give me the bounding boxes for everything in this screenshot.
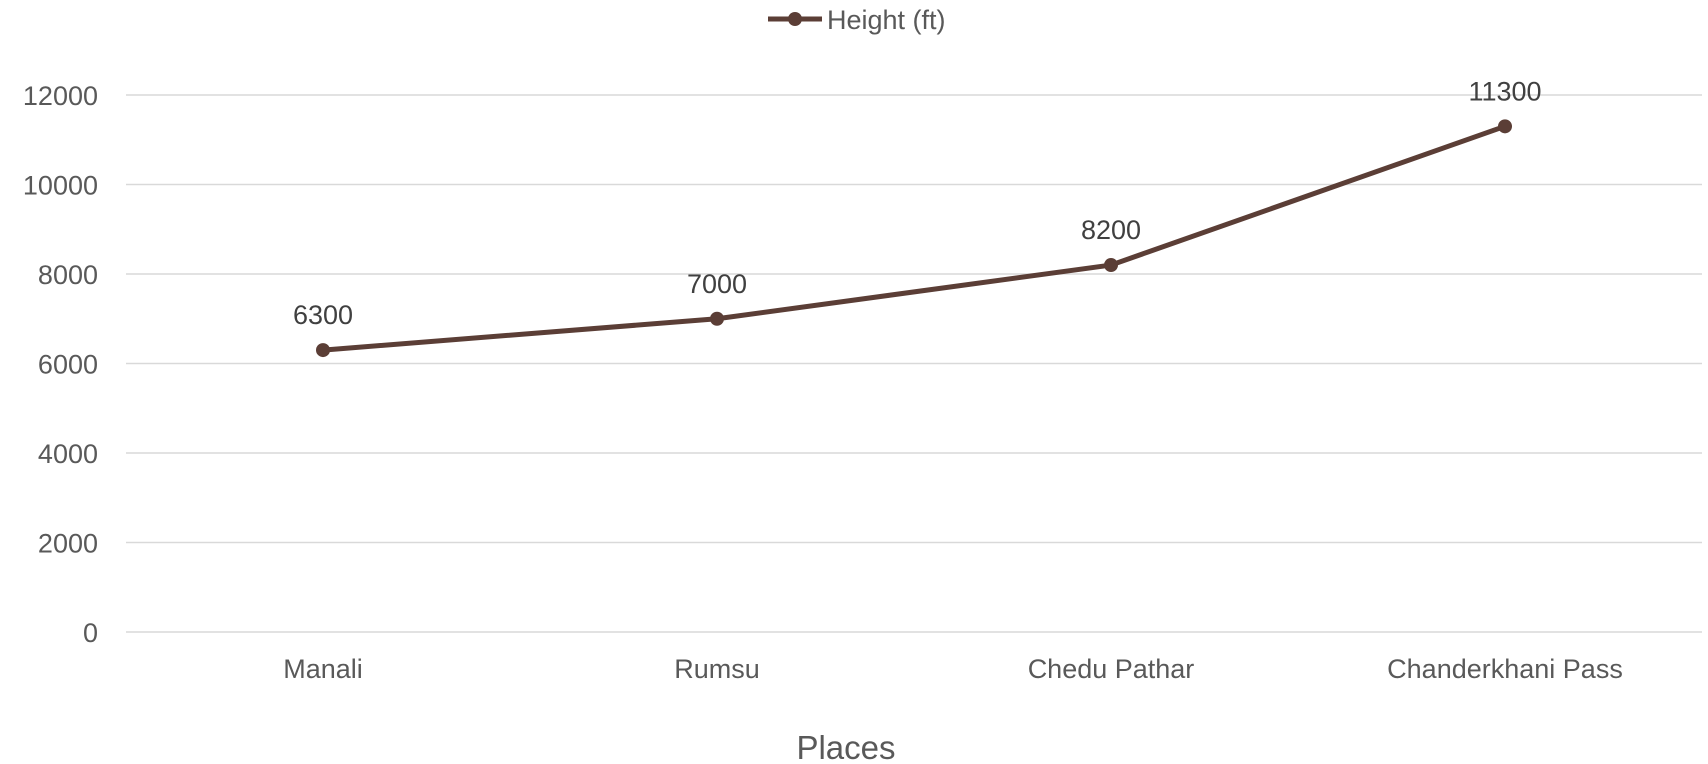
x-tick-label-chanderkhani-pass: Chanderkhani Pass [1387,654,1623,684]
series-layer [316,119,1512,358]
x-tick-label-manali: Manali [283,654,363,684]
x-axis-ticks: Manali Rumsu Chedu Pathar Chanderkhani Pass [283,654,1623,684]
data-label-rumsu: 7000 [687,269,747,299]
data-point-chanderkhani-pass [1498,119,1512,134]
x-tick-label-chedu-pathar: Chedu Pathar [1028,654,1195,684]
gridlines [126,94,1702,633]
series-line-0 [320,123,1508,353]
y-tick-label-12000: 12000 [23,81,98,111]
y-tick-label-2000: 2000 [38,529,98,559]
y-tick-label-10000: 10000 [23,171,98,201]
legend-marker-swatch [788,12,802,26]
legend-entry-height: Height (ft) [827,5,946,35]
data-point-manali [316,343,330,358]
y-tick-label-0: 0 [83,618,98,648]
x-axis-title: Places [796,729,895,764]
data-point-chedu-pathar [1104,258,1118,273]
y-tick-label-6000: 6000 [38,350,98,380]
y-axis-ticks: 0 2000 4000 6000 8000 10000 12000 [23,81,98,648]
data-labels: 6300 7000 8200 11300 [293,76,1542,330]
x-tick-label-rumsu: Rumsu [674,654,760,684]
y-tick-label-4000: 4000 [38,439,98,469]
data-point-rumsu [710,311,724,326]
data-label-chedu-pathar: 8200 [1081,215,1141,245]
legend[interactable]: Height (ft) [768,5,946,35]
y-tick-label-8000: 8000 [38,260,98,290]
data-label-chanderkhani-pass: 11300 [1468,76,1541,106]
data-label-manali: 6300 [293,300,353,330]
